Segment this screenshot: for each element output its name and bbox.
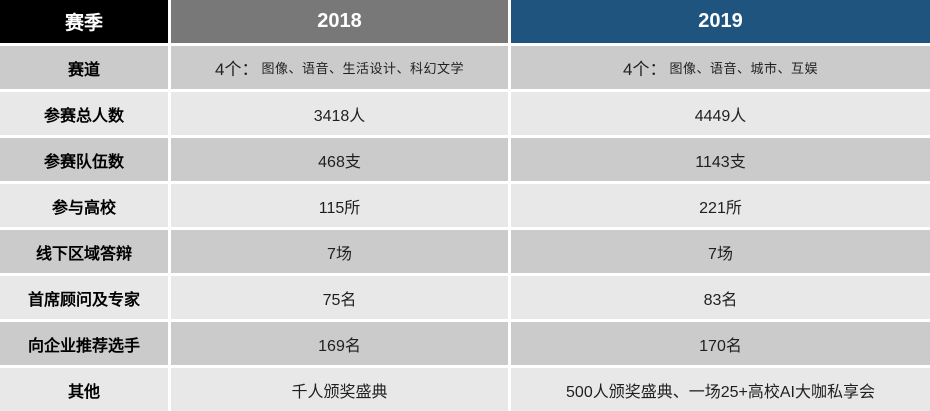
header-season: 赛季 <box>0 0 168 43</box>
cell-teams-2019: 1143支 <box>511 138 930 181</box>
row-label-advisors-experts: 首席顾问及专家 <box>0 276 168 319</box>
tracks-count-2019: 4个： <box>623 60 667 79</box>
cell-total-participants-2018: 3418人 <box>171 92 508 135</box>
header-year-2018: 2018 <box>171 0 508 43</box>
cell-recommended-candidates-2019: 170名 <box>511 322 930 365</box>
cell-other-2019: 500人颁奖盛典、一场25+高校AI大咖私享会 <box>511 368 930 411</box>
cell-universities-2018: 115所 <box>171 184 508 227</box>
row-label-total-participants: 参赛总人数 <box>0 92 168 135</box>
row-label-universities: 参与高校 <box>0 184 168 227</box>
tracks-count-2018: 4个： <box>215 60 259 79</box>
row-label-offline-defenses: 线下区域答辩 <box>0 230 168 273</box>
cell-tracks-2019: 4个： 图像、语音、城市、互娱 <box>511 46 930 89</box>
cell-total-participants-2019: 4449人 <box>511 92 930 135</box>
cell-tracks-2018: 4个： 图像、语音、生活设计、科幻文学 <box>171 46 508 89</box>
row-label-recommended-candidates: 向企业推荐选手 <box>0 322 168 365</box>
row-label-tracks: 赛道 <box>0 46 168 89</box>
header-year-2019: 2019 <box>511 0 930 43</box>
row-label-teams: 参赛队伍数 <box>0 138 168 181</box>
cell-teams-2018: 468支 <box>171 138 508 181</box>
cell-advisors-experts-2018: 75名 <box>171 276 508 319</box>
cell-recommended-candidates-2018: 169名 <box>171 322 508 365</box>
row-label-other: 其他 <box>0 368 168 411</box>
tracks-list-2019: 图像、语音、城市、互娱 <box>669 61 818 76</box>
cell-offline-defenses-2019: 7场 <box>511 230 930 273</box>
cell-other-2018: 千人颁奖盛典 <box>171 368 508 411</box>
cell-universities-2019: 221所 <box>511 184 930 227</box>
cell-advisors-experts-2019: 83名 <box>511 276 930 319</box>
tracks-list-2018: 图像、语音、生活设计、科幻文学 <box>261 61 464 76</box>
cell-offline-defenses-2018: 7场 <box>171 230 508 273</box>
